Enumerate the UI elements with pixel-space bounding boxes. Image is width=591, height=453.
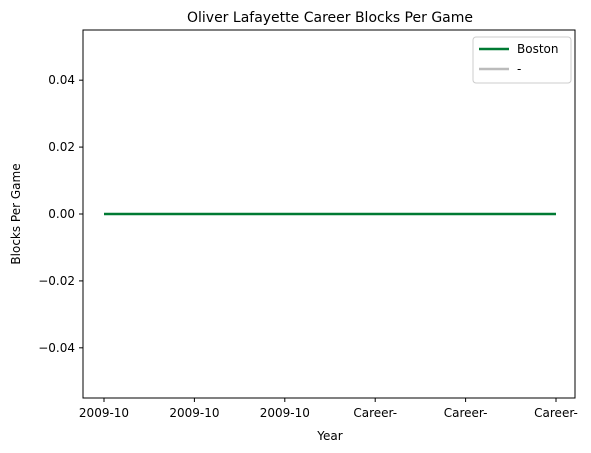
y-tick-label: 0.04 <box>48 73 75 87</box>
y-axis-ticks: −0.04 −0.02 0.00 0.02 0.04 <box>38 73 83 355</box>
x-tick-label: 2009-10 <box>79 406 129 420</box>
x-tick-label: Career- <box>353 406 397 420</box>
x-tick-label: 2009-10 <box>260 406 310 420</box>
y-axis-label: Blocks Per Game <box>9 163 23 264</box>
y-tick-label: 0.02 <box>48 140 75 154</box>
x-axis-label: Year <box>316 429 342 443</box>
x-tick-label: 2009-10 <box>169 406 219 420</box>
legend-label-boston: Boston <box>517 42 558 56</box>
legend-label-dash: - <box>517 62 521 76</box>
x-tick-label: Career- <box>444 406 488 420</box>
y-tick-label: −0.02 <box>38 274 75 288</box>
x-axis-ticks: 2009-10 2009-10 2009-10 Career- Career- Caree… <box>79 398 578 420</box>
y-tick-label: −0.04 <box>38 341 75 355</box>
legend: Boston - <box>472 36 572 84</box>
chart-title: Oliver Lafayette Career Blocks Per Game <box>187 10 473 26</box>
y-tick-label: 0.00 <box>48 207 75 221</box>
x-tick-label: Career- <box>534 406 578 420</box>
